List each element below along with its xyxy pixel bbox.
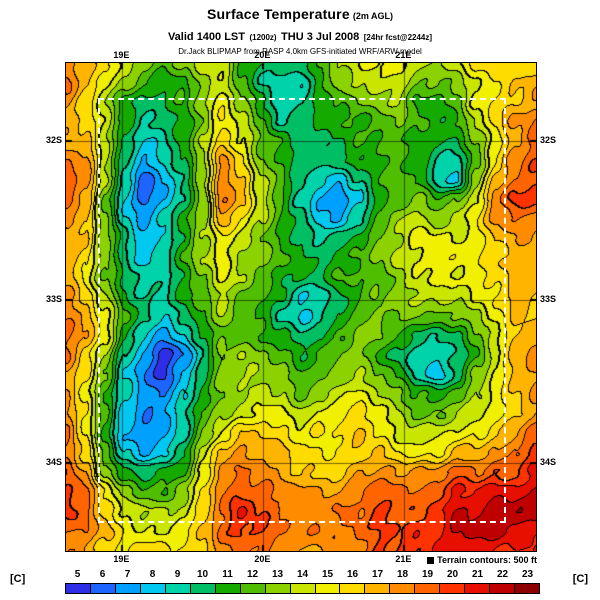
colorbar-cell-17 (365, 584, 391, 593)
colorbar-cell-14 (290, 584, 316, 593)
colorbar-level-label: 11 (222, 569, 233, 580)
colorbar-cell-19 (415, 584, 441, 593)
colorbar-level-label: 6 (99, 569, 106, 580)
colorbar-cell-5 (66, 584, 91, 593)
colorbar-level-label: 15 (321, 569, 334, 580)
colorbar-level-label: 14 (296, 569, 309, 580)
colorbar-cell-23 (515, 584, 540, 593)
colorbar (65, 583, 540, 594)
colorbar-level-label: 19 (421, 569, 434, 580)
colorbar-level-label: 17 (371, 569, 384, 580)
colorbar-cell-6 (90, 584, 116, 593)
temperature-field-canvas (66, 63, 536, 551)
colorbar-labels: 5 6 7 8 9 10 11 12 13 14 15 16 17 18 19 20 21 22 23 (65, 569, 540, 581)
colorbar-unit-left: [C] (10, 573, 26, 585)
page-title: Surface Temperature (207, 6, 350, 22)
colorbar-cell-9 (165, 584, 191, 593)
colorbar-cell-11 (215, 584, 241, 593)
valid-zulu-time: (1200z) (249, 33, 277, 42)
terrain-contour-icon (427, 556, 435, 564)
tick-label-bottom: 21E (395, 554, 412, 564)
model-attribution: Dr.Jack BLIPMAP from RASP 4.0km GFS-init… (178, 47, 422, 56)
colorbar-cell-10 (190, 584, 216, 593)
tick-label-left: 32S (45, 135, 62, 146)
colorbar-level-label: 16 (346, 569, 359, 580)
colorbar-level-label: 21 (471, 569, 484, 580)
page-title-suffix: (2m AGL) (352, 11, 393, 21)
colorbar-level-label: 22 (496, 569, 509, 580)
tick-label-right: 33S (540, 294, 557, 305)
tick-label-bottom: 20E (254, 554, 271, 564)
colorbar-unit-right: [C] (572, 573, 588, 585)
colorbar-cell-16 (340, 584, 366, 593)
colorbar-level-label: 8 (149, 569, 156, 580)
colorbar-level-label: 18 (396, 569, 409, 580)
header: Surface Temperature (2m AGL) Valid 1400 L… (0, 5, 600, 57)
colorbar-cell-22 (490, 584, 516, 593)
valid-time-line: Valid 1400 LST (1200z) THU 3 Jul 2008 [2… (0, 26, 600, 46)
tick-label-left: 33S (45, 294, 62, 305)
colorbar-cell-20 (440, 584, 466, 593)
colorbar-cell-18 (390, 584, 416, 593)
map-frame (65, 62, 537, 552)
colorbar-cell-7 (115, 584, 141, 593)
tick-label-bottom: 19E (113, 554, 130, 564)
colorbar-level-label: 23 (521, 569, 534, 580)
tick-label-right: 32S (540, 135, 557, 146)
colorbar-level-label: 9 (174, 569, 181, 580)
title-line: Surface Temperature (2m AGL) (0, 5, 600, 25)
colorbar-level-label: 5 (74, 569, 81, 580)
colorbar-cell-8 (140, 584, 166, 593)
colorbar-level-label: 20 (446, 569, 459, 580)
colorbar-level-label: 13 (271, 569, 284, 580)
tick-label-left: 34S (45, 457, 62, 468)
tick-label-right: 34S (540, 457, 557, 468)
terrain-note: Terrain contours: 500 ft (427, 555, 537, 565)
colorbar-cell-21 (465, 584, 491, 593)
colorbar-cell-15 (315, 584, 341, 593)
colorbar-cell-12 (240, 584, 266, 593)
terrain-note-text: Terrain contours: 500 ft (437, 555, 537, 565)
valid-time: Valid 1400 LST (167, 31, 245, 43)
colorbar-cell-13 (265, 584, 291, 593)
valid-date: THU 3 Jul 2008 (281, 31, 360, 43)
forecast-lead-tag: [24hr fcst@2244z] (363, 33, 433, 42)
colorbar-level-label: 12 (246, 569, 259, 580)
colorbar-level-label: 10 (196, 569, 209, 580)
colorbar-level-label: 7 (124, 569, 131, 580)
